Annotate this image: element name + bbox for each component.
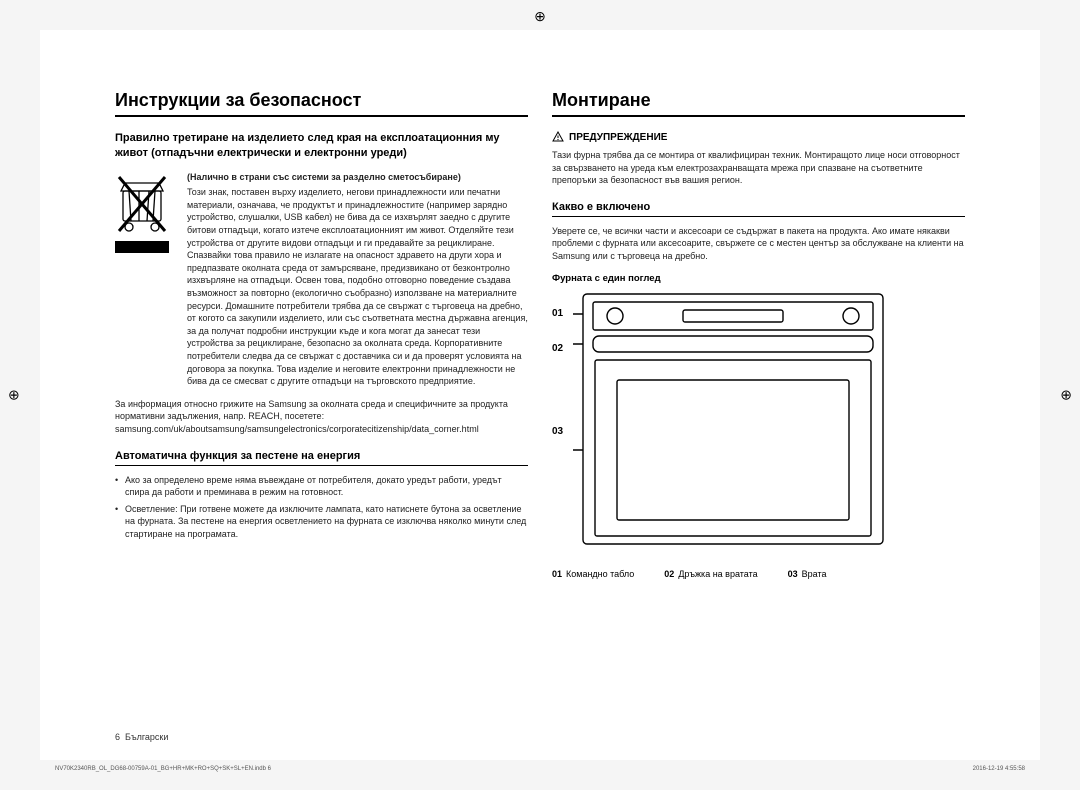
energy-heading: Автоматична функция за пестене на енерги… [115,450,528,466]
column-right: Монтиране ПРЕДУПРЕЖДЕНИЕ Тази фурна тряб… [540,90,995,730]
included-heading: Какво е включено [552,201,965,217]
print-footer-left: NV70K2340RB_OL_DG68-00759A-01_BG+HR+MK+R… [55,766,271,772]
registration-mark: ⊕ [534,8,546,25]
section-title-safety: Инструкции за безопасност [115,90,528,117]
page-footer: 6 Български [115,732,168,742]
oven-callout-labels: 01 02 03 [552,290,563,437]
included-body: Уверете се, че всички части и аксесоари … [552,225,965,263]
page-language: Български [125,732,168,742]
list-item: Ако за определено време няма въвеждане о… [115,474,528,499]
oven-illustration [573,290,965,555]
warning-text: ПРЕДУПРЕЖДЕНИЕ [569,132,667,143]
registration-mark: ⊕ [1060,387,1072,404]
energy-list: Ако за определено време няма въвеждане о… [115,474,528,541]
legend-item: 02Дръжка на вратата [664,569,757,579]
page-number: 6 [115,732,120,742]
callout-02: 02 [552,343,563,354]
legend-item: 01Командно табло [552,569,634,579]
print-footer: NV70K2340RB_OL_DG68-00759A-01_BG+HR+MK+R… [55,766,1025,772]
page: Инструкции за безопасност Правилно трети… [40,30,1040,760]
column-left: Инструкции за безопасност Правилно трети… [85,90,540,730]
legend-item: 03Врата [788,569,827,579]
weee-icon [115,171,175,388]
warning-body: Тази фурна трябва да се монтира от квали… [552,149,965,187]
oven-diagram: 01 02 03 [552,290,965,555]
weee-bar [115,241,169,253]
callout-03: 03 [552,426,563,437]
warning-label: ПРЕДУПРЕЖДЕНИЕ [552,131,965,143]
print-footer-right: 2016-12-19 4:55:58 [973,766,1025,772]
list-item: Осветление: При готвене можете да изключ… [115,503,528,541]
reach-paragraph: За информация относно грижите на Samsung… [115,398,528,436]
oven-legend: 01Командно табло 02Дръжка на вратата 03В… [552,569,965,579]
weee-heading: Правилно третиране на изделието след кра… [115,131,528,161]
callout-01: 01 [552,308,563,319]
warning-icon [552,131,564,143]
registration-mark: ⊕ [8,387,20,404]
weee-text: (Налично в страни със системи за разделн… [187,171,528,388]
weee-body: Този знак, поставен върху изделието, нег… [187,186,528,388]
weee-block: (Налично в страни със системи за разделн… [115,171,528,388]
glance-heading: Фурната с един поглед [552,273,965,284]
section-title-installation: Монтиране [552,90,965,117]
weee-note-bold: (Налично в страни със системи за разделн… [187,171,528,184]
